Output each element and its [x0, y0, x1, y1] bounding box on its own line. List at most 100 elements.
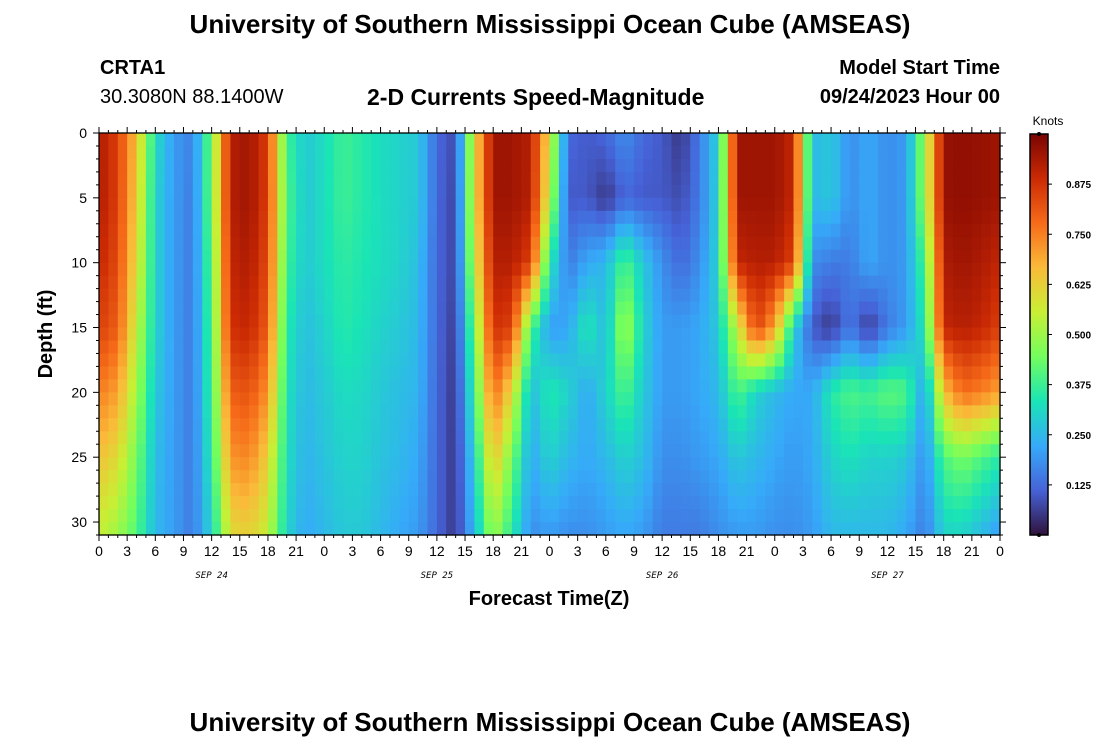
heatmap-cell	[108, 288, 119, 303]
heatmap-cell	[333, 171, 344, 186]
heatmap-cell	[136, 431, 147, 445]
heatmap-cell	[868, 197, 879, 212]
heatmap-cell	[831, 444, 842, 458]
heatmap-cell	[511, 288, 522, 303]
heatmap-cell	[399, 418, 410, 432]
heatmap-cell	[202, 418, 213, 432]
heatmap-cell	[155, 353, 166, 368]
heatmap-cell	[455, 379, 466, 393]
heatmap-cell	[343, 509, 354, 523]
heatmap-cell	[361, 444, 372, 458]
heatmap-cell	[239, 405, 250, 419]
heatmap-cell	[549, 509, 560, 523]
heatmap-cell	[474, 133, 485, 147]
heatmap-cell	[258, 275, 269, 290]
heatmap-cell	[840, 470, 851, 484]
heatmap-cell	[784, 366, 795, 380]
heatmap-cell	[389, 496, 400, 510]
heatmap-cell	[906, 496, 917, 510]
heatmap-cell	[408, 379, 419, 393]
heatmap-cell	[286, 236, 297, 251]
heatmap-cell	[174, 327, 185, 342]
heatmap-cell	[840, 483, 851, 497]
heatmap-cell	[324, 496, 335, 510]
heatmap-cell	[943, 236, 954, 251]
heatmap-cell	[915, 236, 926, 251]
heatmap-cell	[314, 184, 325, 199]
heatmap-cell	[117, 483, 128, 497]
heatmap-cell	[690, 496, 701, 510]
heatmap-cell	[474, 392, 485, 406]
heatmap-cell	[568, 470, 579, 484]
heatmap-cell	[164, 405, 175, 419]
heatmap-cell	[145, 301, 156, 316]
heatmap-cell	[699, 483, 710, 497]
heatmap-cell	[596, 301, 607, 316]
heatmap-cell	[802, 249, 813, 264]
heatmap-cell	[690, 392, 701, 406]
heatmap-cell	[690, 275, 701, 290]
heatmap-cell	[859, 301, 870, 316]
heatmap-cell	[380, 522, 391, 536]
heatmap-cell	[906, 483, 917, 497]
heatmap-cell	[737, 145, 748, 160]
heatmap-cell	[652, 210, 663, 225]
heatmap-cell	[296, 366, 307, 380]
heatmap-cell	[277, 275, 288, 290]
heatmap-cell	[333, 275, 344, 290]
heatmap-cell	[662, 431, 673, 445]
heatmap-cell	[680, 496, 691, 510]
heatmap-cell	[699, 171, 710, 186]
heatmap-cell	[868, 392, 879, 406]
heatmap-cell	[943, 184, 954, 199]
heatmap-cell	[343, 288, 354, 303]
heatmap-cell	[924, 327, 935, 342]
heatmap-cell	[831, 392, 842, 406]
heatmap-cell	[765, 522, 776, 536]
heatmap-cell	[192, 288, 203, 303]
heatmap-cell	[568, 210, 579, 225]
heatmap-cell	[990, 496, 1001, 510]
heatmap-cell	[465, 457, 476, 471]
heatmap-cell	[164, 158, 175, 173]
footer-title: University of Southern Mississippi Ocean…	[189, 707, 911, 737]
heatmap-cell	[324, 133, 335, 147]
heatmap-cell	[361, 288, 372, 303]
heatmap-cell	[671, 210, 682, 225]
heatmap-cell	[924, 418, 935, 432]
heatmap-cell	[296, 405, 307, 419]
heatmap-cell	[709, 236, 720, 251]
heatmap-cell	[127, 171, 138, 186]
heatmap-cell	[718, 483, 729, 497]
colorbar: Knots 0.1250.2500.3750.5000.6250.7500.87…	[1029, 114, 1091, 537]
heatmap-cell	[624, 145, 635, 160]
heatmap-cell	[521, 145, 532, 160]
colorbar-gradient	[1029, 133, 1049, 536]
heatmap-cell	[737, 197, 748, 212]
heatmap-cell	[896, 236, 907, 251]
heatmap-cell	[99, 184, 109, 199]
heatmap-cell	[436, 405, 447, 419]
heatmap-cell	[202, 444, 213, 458]
heatmap-cell	[840, 184, 851, 199]
heatmap-cell	[361, 392, 372, 406]
heatmap-cell	[117, 457, 128, 471]
heatmap-cell	[296, 327, 307, 342]
heatmap-cell	[690, 236, 701, 251]
heatmap-cell	[774, 522, 785, 536]
heatmap-cell	[831, 288, 842, 303]
heatmap-cell	[981, 457, 992, 471]
heatmap-cell	[849, 418, 860, 432]
heatmap-cell	[887, 340, 898, 355]
plot-title: 2-D Currents Speed-Magnitude	[367, 84, 705, 110]
heatmap-cell	[718, 288, 729, 303]
heatmap-cell	[577, 327, 588, 342]
heatmap-cell	[127, 483, 138, 497]
heatmap-cell	[652, 145, 663, 160]
heatmap-cell	[568, 496, 579, 510]
heatmap-cell	[436, 353, 447, 368]
heatmap-cell	[953, 210, 964, 225]
heatmap-cell	[934, 210, 945, 225]
heatmap-cell	[361, 470, 372, 484]
heatmap-cell	[371, 340, 382, 355]
